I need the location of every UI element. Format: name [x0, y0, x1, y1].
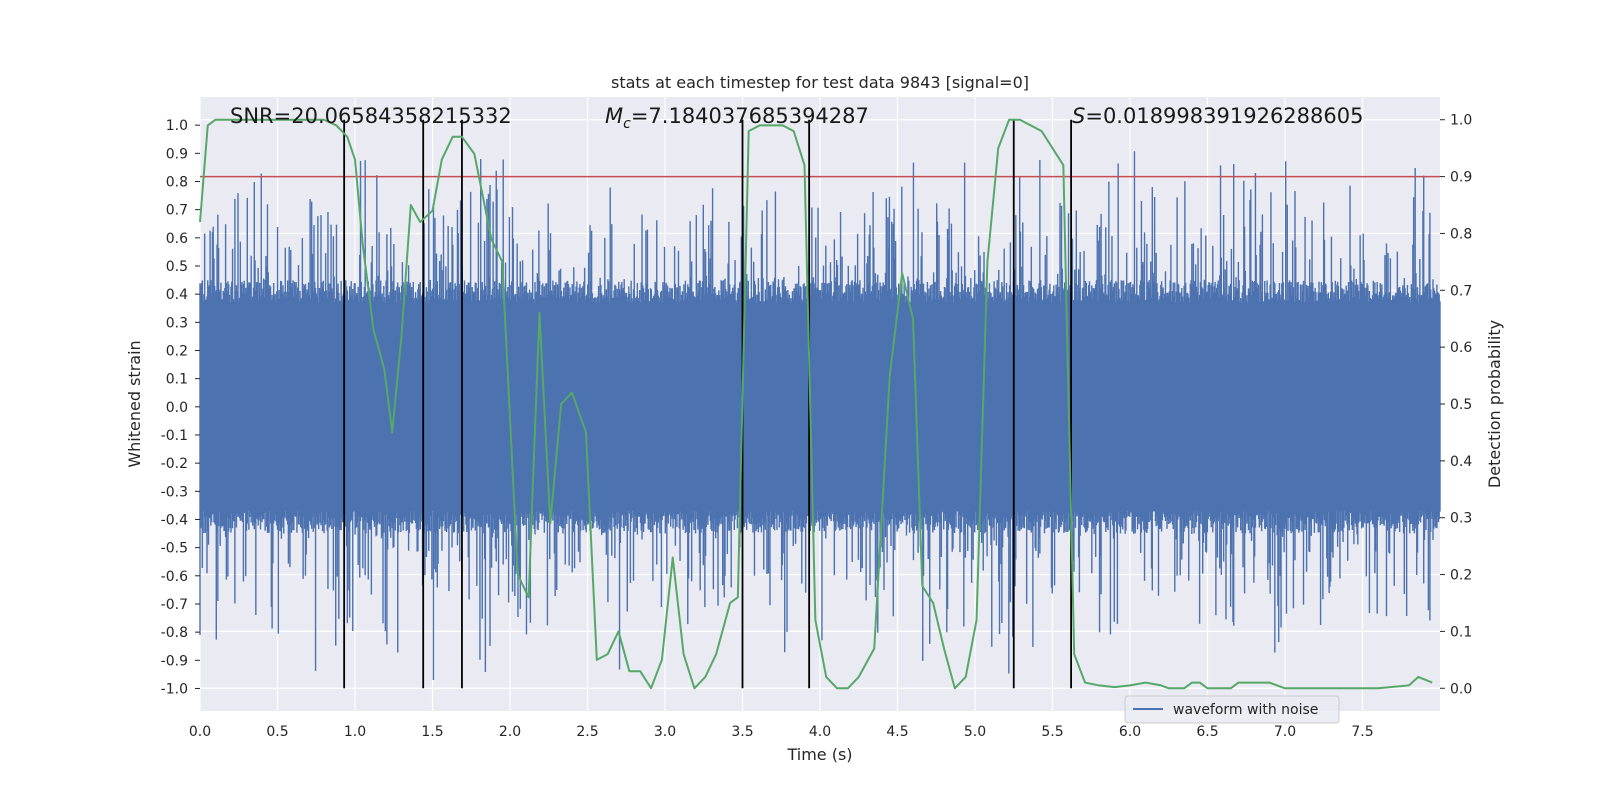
- y-tick-label-right: 0.0: [1450, 681, 1472, 697]
- legend: waveform with noise: [1124, 695, 1340, 724]
- x-tick-label: 0.0: [189, 724, 211, 740]
- y-tick-label-left: 0.1: [166, 372, 188, 388]
- s-value: =0.018998391926288605: [1085, 104, 1363, 128]
- chart-title: stats at each timestep for test data 984…: [611, 73, 1029, 92]
- y-tick-label-left: 0.9: [166, 146, 188, 162]
- y-tick-label-left: -0.7: [161, 597, 188, 613]
- legend-label: waveform with noise: [1173, 702, 1318, 718]
- y-tick-label-right: 1.0: [1450, 113, 1472, 129]
- x-tick-label: 7.0: [1274, 724, 1296, 740]
- legend-box: [1124, 695, 1340, 724]
- y-tick-label-left: 0.0: [166, 400, 188, 416]
- y-tick-label-right: 0.3: [1450, 511, 1472, 527]
- chirp-mass-symbol: M: [605, 104, 623, 128]
- y-tick-label-right: 0.4: [1450, 454, 1472, 470]
- x-tick-label: 2.5: [576, 724, 598, 740]
- y-tick-label-right: 0.8: [1450, 226, 1472, 242]
- snr-annotation: SNR=20.06584358215332: [230, 104, 512, 128]
- x-tick-label: 3.0: [654, 724, 676, 740]
- y-tick-label-left: -0.8: [161, 625, 188, 641]
- x-tick-label: 6.5: [1196, 724, 1218, 740]
- x-tick-label: 4.5: [886, 724, 908, 740]
- y-tick-label-left: -0.1: [161, 428, 188, 444]
- y-tick-label-left: 0.3: [166, 315, 188, 331]
- x-tick-label: 5.5: [1041, 724, 1063, 740]
- y-tick-label-left: -0.5: [161, 541, 188, 557]
- axis-ticks: 0.0 0.5 1.0 1.5 2.0 2.5 3.0 3.5 4.0 4.5 5.0 5.5 6.0 6…: [161, 113, 1473, 740]
- chirp-mass-subscript: c: [623, 116, 631, 132]
- y-tick-label-right: 0.7: [1450, 283, 1472, 299]
- x-tick-label: 4.0: [809, 724, 831, 740]
- y-tick-label-right: 0.6: [1450, 340, 1472, 356]
- y-tick-label-left: -0.2: [161, 456, 188, 472]
- chirp-mass-value: =7.184037685394287: [631, 104, 869, 128]
- y-tick-label-left: -0.4: [161, 512, 188, 528]
- x-tick-label: 5.0: [964, 724, 986, 740]
- y-tick-label-left: 0.4: [166, 287, 188, 303]
- x-tick-label: 6.0: [1119, 724, 1141, 740]
- x-tick-label: 1.0: [344, 724, 366, 740]
- s-symbol: S: [1072, 104, 1085, 128]
- y-tick-label-left: 0.7: [166, 203, 188, 219]
- y-tick-label-right: 0.9: [1450, 170, 1472, 186]
- y-tick-label-left: -1.0: [161, 681, 188, 697]
- x-tick-label: 3.5: [731, 724, 753, 740]
- y-tick-label-left: -0.3: [161, 484, 188, 500]
- probability-line: [199, 118, 1433, 690]
- chirp-mass-annotation: Mc=7.184037685394287: [605, 104, 869, 132]
- y-tick-label-right: 0.1: [1450, 624, 1472, 640]
- y-axis-label-left: Whitened strain: [125, 340, 144, 467]
- y-tick-label-left: -0.9: [161, 653, 188, 669]
- y-tick-label-left: 0.8: [166, 174, 188, 190]
- y-tick-label-left: 0.6: [166, 231, 188, 247]
- x-tick-label: 1.5: [421, 724, 443, 740]
- y-tick-label-right: 0.2: [1450, 568, 1472, 584]
- y-tick-label-left: 0.5: [166, 259, 188, 275]
- x-tick-label: 2.0: [499, 724, 521, 740]
- s-annotation: S=0.018998391926288605: [1072, 104, 1363, 128]
- x-axis-label: Time (s): [786, 745, 852, 764]
- y-tick-label-left: -0.6: [161, 569, 188, 585]
- x-tick-label: 7.5: [1351, 724, 1373, 740]
- y-tick-label-right: 0.5: [1450, 397, 1472, 413]
- y-tick-label-left: 0.2: [166, 343, 188, 359]
- overlay-lines: [200, 119, 1440, 689]
- y-axis-label-right: Detection probability: [1485, 320, 1504, 488]
- y-tick-label-left: 1.0: [166, 118, 188, 134]
- x-tick-label: 0.5: [266, 724, 288, 740]
- probability-series: [199, 118, 1433, 690]
